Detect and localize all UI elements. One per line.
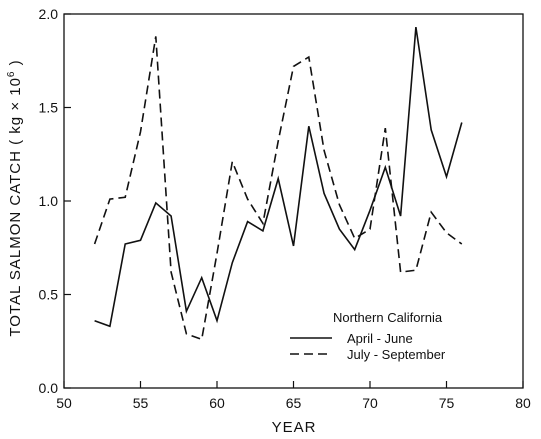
x-tick-label: 50: [56, 395, 72, 411]
x-tick-label: 80: [515, 395, 531, 411]
x-tick-label: 70: [362, 395, 378, 411]
x-tick-label: 55: [133, 395, 149, 411]
x-axis-title: YEAR: [272, 419, 317, 436]
y-tick-label: 0.0: [39, 380, 59, 396]
y-tick-label: 1.5: [39, 100, 59, 116]
series-line-april-june: [94, 26, 463, 328]
x-tick-label: 60: [209, 395, 225, 411]
y-tick-label: 1.0: [39, 193, 59, 209]
legend: Northern California April - June July - …: [290, 310, 446, 362]
y-tick-label: 0.5: [39, 287, 59, 303]
x-tick-label: 75: [439, 395, 455, 411]
legend-label-april-june: April - June: [347, 331, 413, 346]
x-tick-label: 65: [286, 395, 302, 411]
y-axis-title-exponent: 6: [6, 71, 17, 78]
plot-frame: [63, 13, 524, 389]
y-axis-title-main: TOTAL SALMON CATCH ( kg × 10: [7, 77, 24, 337]
y-axis-title: TOTAL SALMON CATCH ( kg × 106 ): [6, 59, 24, 336]
y-tick-label: 2.0: [39, 6, 59, 22]
y-axis-title-close: ): [7, 59, 24, 70]
legend-title: Northern California: [333, 310, 443, 325]
series-line-july-september: [93, 36, 463, 341]
legend-label-july-september: July - September: [347, 347, 446, 362]
